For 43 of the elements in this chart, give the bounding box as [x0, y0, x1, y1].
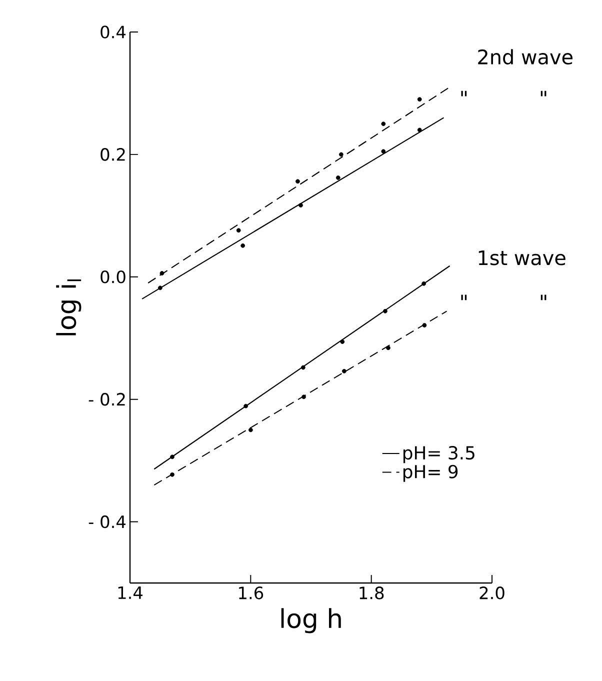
point: [383, 308, 388, 314]
text: ": [540, 90, 546, 96]
point: [386, 346, 390, 350]
point: [336, 176, 340, 180]
annotation: ": [461, 90, 467, 96]
legend-label: pH= 3.5: [403, 446, 474, 464]
point: [248, 428, 253, 432]
legend-label: pH= 9: [403, 464, 458, 482]
point: [381, 122, 386, 126]
x-tick-label: 2.0: [480, 586, 504, 600]
point: [244, 404, 248, 408]
point: [422, 281, 426, 286]
point: [158, 286, 162, 290]
point: [340, 340, 345, 344]
point: [170, 472, 174, 477]
point: [300, 365, 306, 370]
y-axis-title: log i$_{l}$: [56, 279, 82, 336]
point: [170, 454, 174, 460]
point: [417, 128, 422, 132]
point: [298, 203, 303, 208]
point: [160, 271, 164, 276]
point: [381, 149, 386, 154]
y-tick-label: 0.4: [100, 26, 126, 38]
point: [422, 323, 427, 328]
x-tick-label: 1.4: [118, 586, 143, 599]
y-tick-label: 0.0: [100, 270, 126, 284]
point: [342, 368, 346, 374]
y-tick-label: 0.2: [100, 148, 125, 161]
point: [302, 394, 306, 400]
annotation: 2nd wave: [478, 49, 572, 64]
x-tick-label: 1.6: [239, 586, 264, 600]
annotation: ": [461, 294, 467, 300]
point: [240, 243, 246, 248]
point: [296, 179, 300, 184]
x-tick-label: 1.8: [360, 586, 384, 600]
point: [417, 97, 422, 102]
y-tick-label: - 0.2: [88, 392, 125, 406]
y-tick-label: - 0.4: [88, 515, 126, 528]
point: [236, 228, 241, 233]
annotation: 1st wave: [478, 250, 566, 266]
text: ": [540, 294, 546, 300]
point: [338, 152, 344, 157]
x-axis-title: log h: [281, 608, 341, 634]
